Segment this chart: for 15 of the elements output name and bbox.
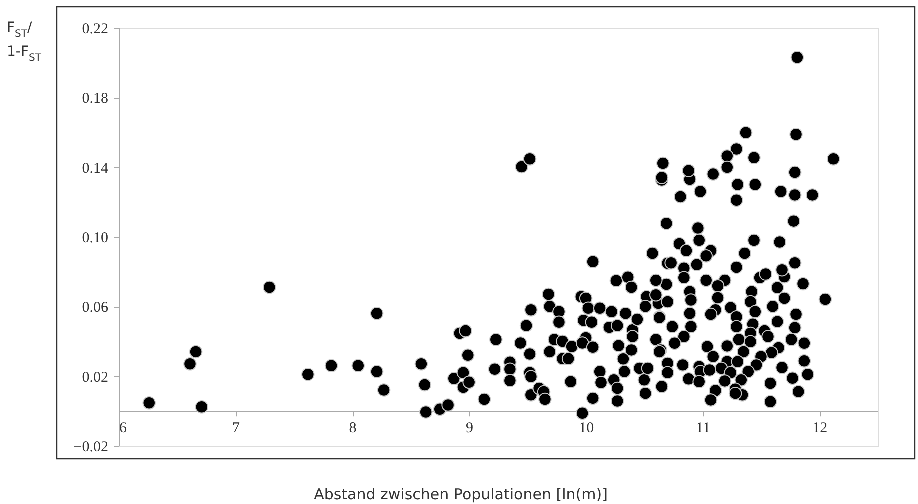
y-tick-label: 0.22 <box>82 22 108 38</box>
x-tick-label: 8 <box>349 420 357 437</box>
x-tick-label: 10 <box>579 420 594 437</box>
x-tick-label: 9 <box>466 420 474 437</box>
y-tick-label: −0.02 <box>74 440 108 456</box>
y-tick-label: 0.06 <box>82 300 109 316</box>
x-tick-label: 7 <box>232 420 241 437</box>
x-tick-label: 12 <box>812 420 828 437</box>
y-tick-label: 0.14 <box>82 160 109 177</box>
y-tick-label: 0.10 <box>82 230 108 246</box>
x-axis-title: Abstand zwischen Populationen [ln(m)] <box>314 486 608 504</box>
x-tick-label: 6 <box>120 420 128 437</box>
y-tick-label: 0.02 <box>82 370 108 386</box>
y-tick-label: 0.18 <box>82 91 108 108</box>
x-tick-label: 11 <box>696 420 711 437</box>
